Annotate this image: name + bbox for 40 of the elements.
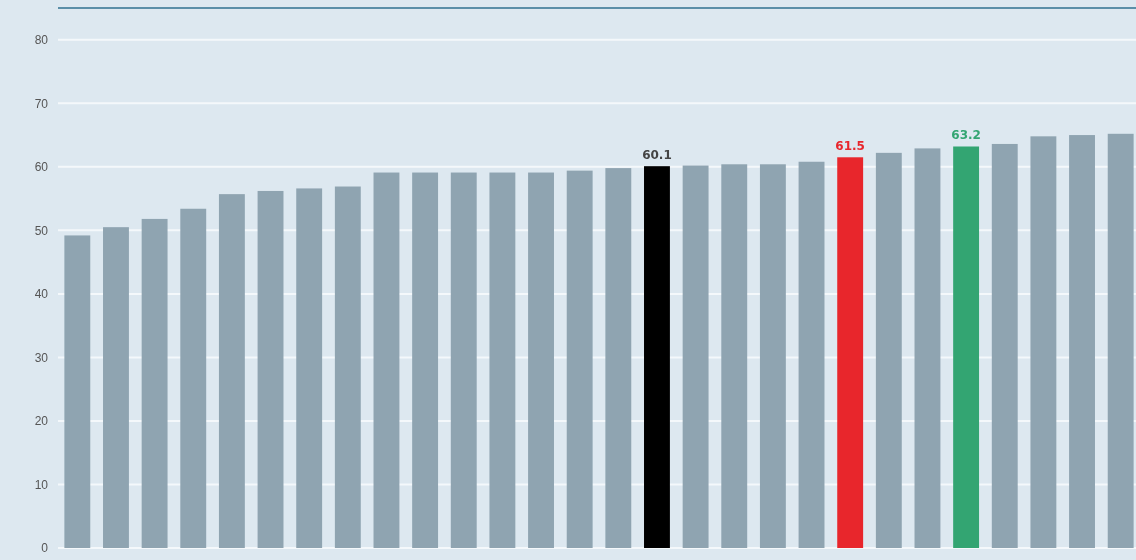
data-label: 60.1 (642, 148, 672, 163)
bar (953, 146, 980, 548)
bar (798, 161, 825, 548)
bar (682, 165, 709, 548)
y-tick-label: 30 (34, 350, 49, 365)
bar (875, 152, 902, 548)
bar (605, 168, 632, 548)
bar (373, 172, 400, 548)
bar (1069, 135, 1095, 548)
bar (914, 148, 941, 548)
bar (1030, 136, 1057, 548)
bar (141, 218, 168, 548)
bar (218, 194, 245, 548)
y-tick-label: 50 (34, 223, 49, 238)
bar (489, 172, 516, 548)
bar (334, 186, 361, 548)
bar (180, 208, 207, 548)
bar (644, 166, 670, 548)
data-label: 63.2 (951, 128, 981, 143)
bar (296, 188, 323, 548)
y-tick-label: 40 (34, 287, 49, 302)
bar (1107, 133, 1134, 548)
y-tick-label: 20 (34, 414, 49, 429)
bar (837, 157, 864, 548)
y-tick-label: 60 (34, 160, 49, 175)
data-label: 61.5 (835, 139, 865, 154)
bar (257, 190, 284, 548)
bar (528, 172, 554, 548)
y-tick-label: 70 (34, 96, 49, 111)
bar (721, 164, 748, 548)
y-tick-label: 80 (34, 33, 49, 48)
bar (412, 172, 439, 548)
bar (759, 164, 786, 548)
bar (450, 172, 477, 548)
bar (64, 235, 91, 548)
y-tick-label: 10 (34, 477, 49, 492)
bar (566, 170, 593, 548)
y-tick-label: 0 (41, 541, 49, 556)
bar (991, 143, 1018, 548)
bar (103, 227, 129, 548)
